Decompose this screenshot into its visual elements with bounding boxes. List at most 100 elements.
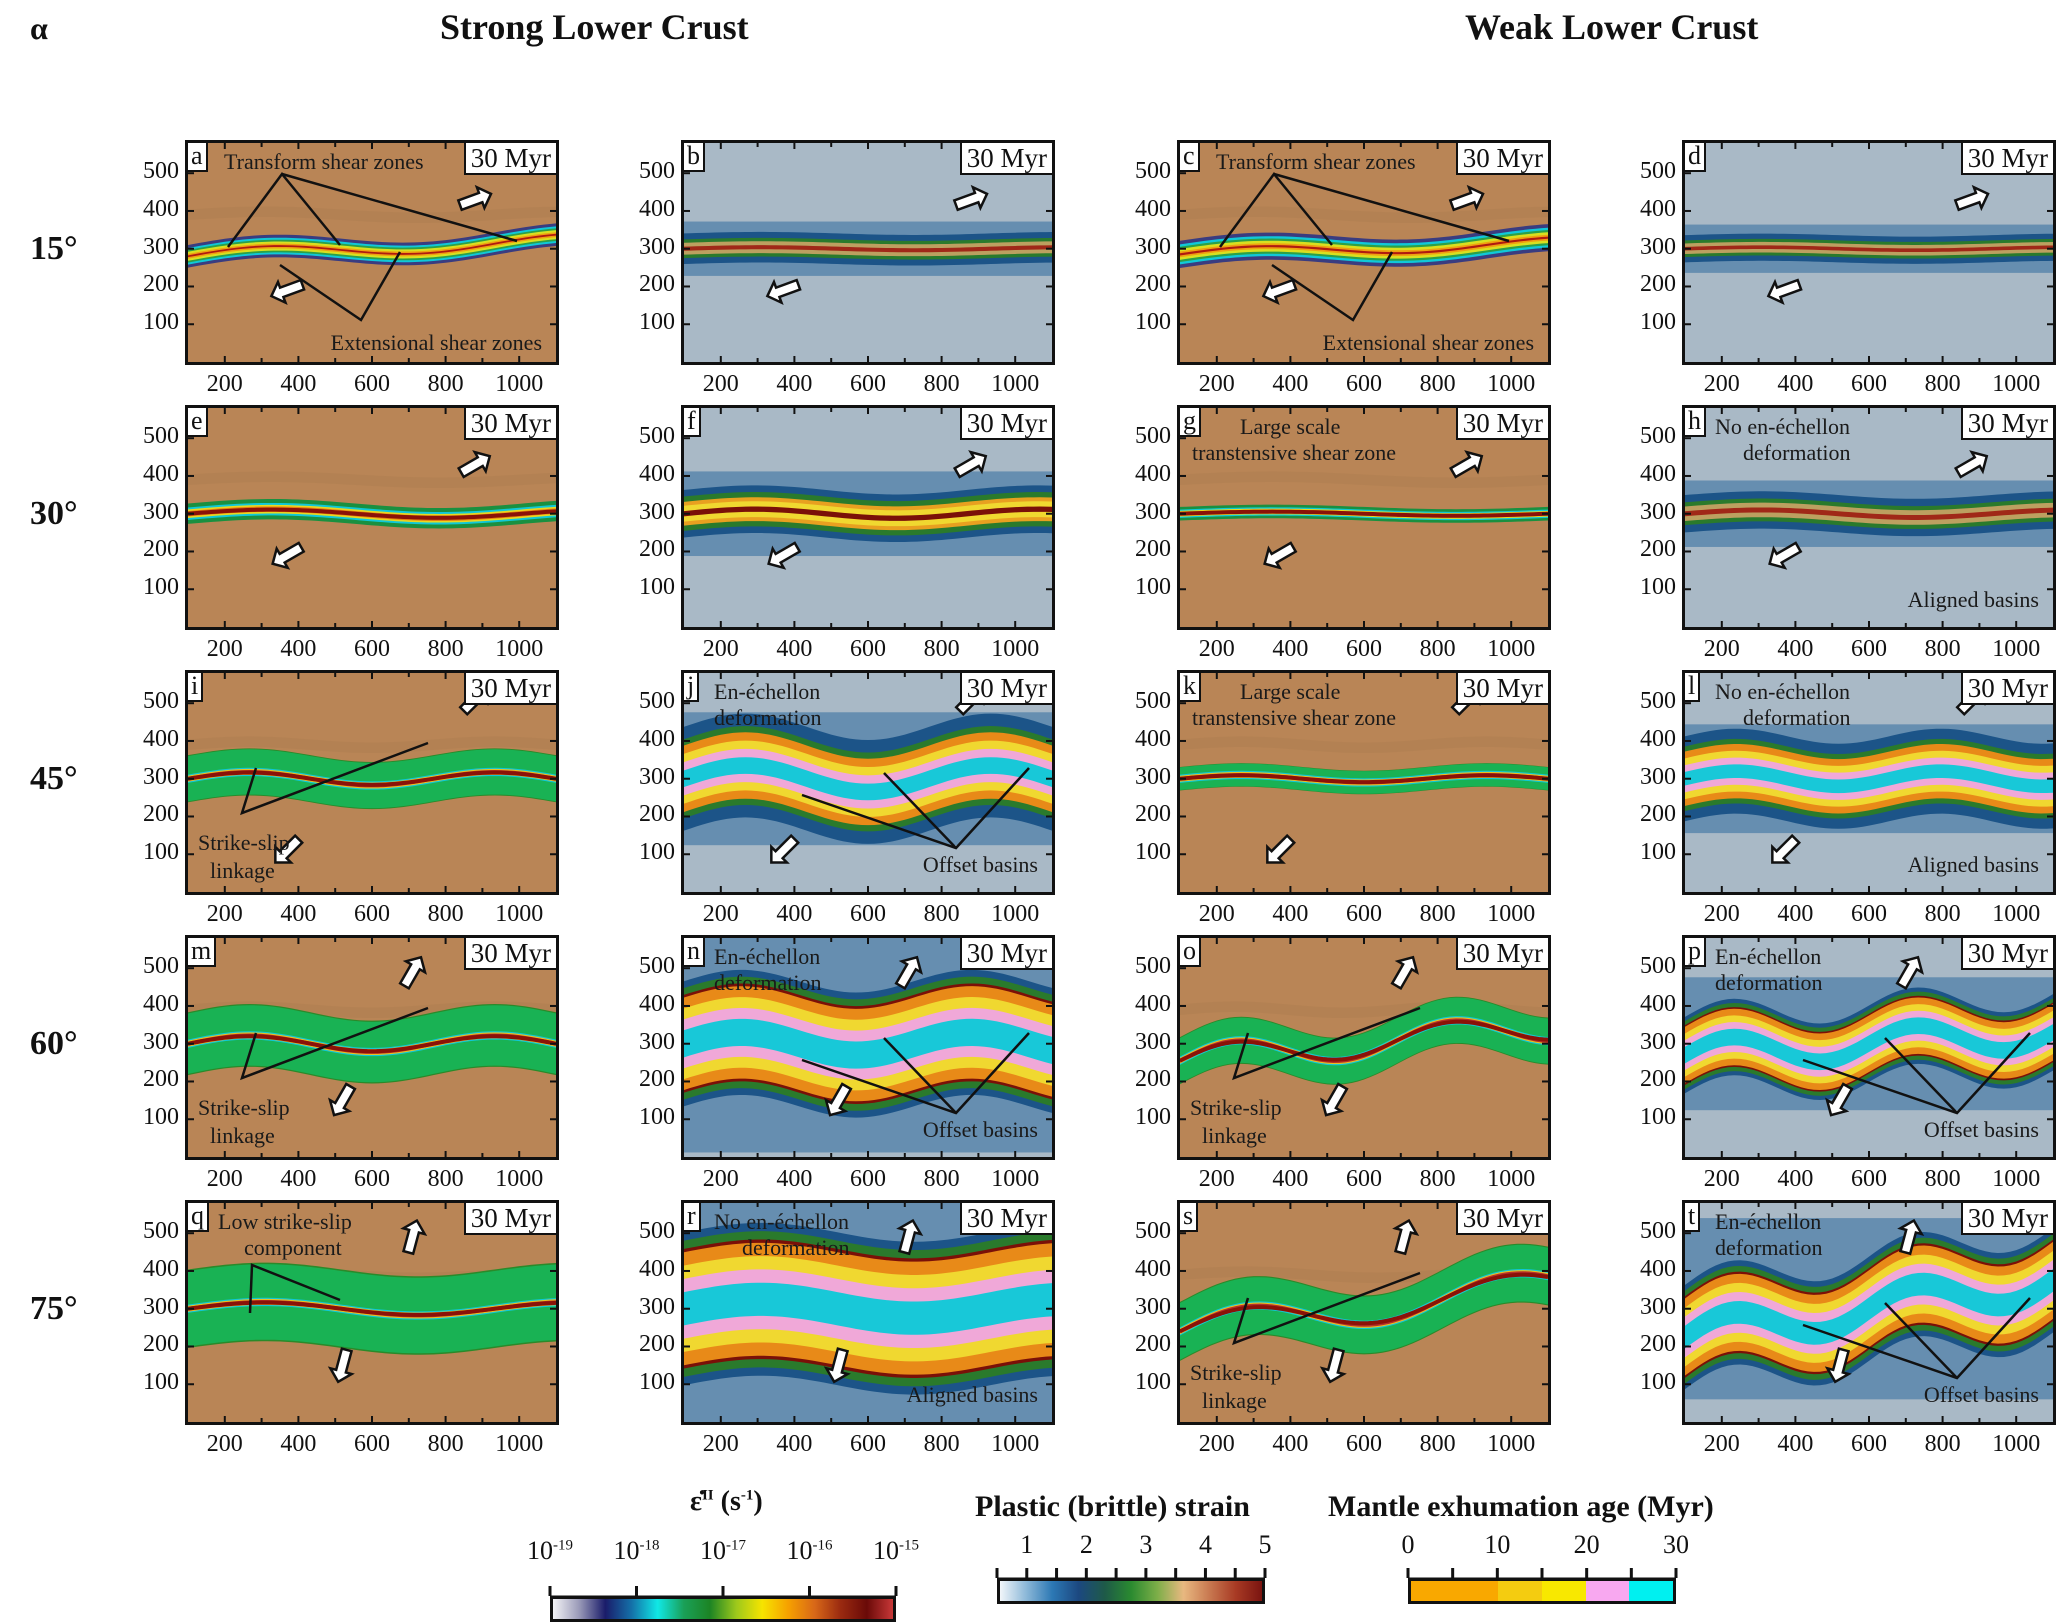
mantle-exhumation-colorbar-title: Mantle exhumation age (Myr)	[1328, 1490, 1714, 1523]
panel-letter: m	[188, 938, 217, 967]
annotation-leader-line	[883, 1037, 957, 1114]
y-tick-label: 300	[639, 1293, 675, 1320]
x-tick-label: 1000	[991, 1166, 1040, 1192]
plastic-strain-tick-marks	[995, 1568, 1267, 1578]
plate-motion-arrow-icon	[328, 1082, 357, 1117]
x-tick-label: 400	[776, 636, 813, 662]
spreading-axis-line	[188, 770, 556, 787]
mantle-exhumation-tick-label: 0	[1401, 1530, 1415, 1559]
panel-field-d	[1685, 143, 2053, 362]
y-tick-label: 500	[1135, 158, 1171, 185]
x-tick-label: 200	[702, 1166, 739, 1192]
y-tick-label: 100	[143, 309, 179, 336]
plastic-strain-tick-label: 1	[1020, 1530, 1034, 1559]
y-tick-label: 400	[143, 1255, 179, 1282]
panel-annotation: Aligned basins	[1907, 852, 2039, 877]
y-tick-label: 500	[1135, 953, 1171, 980]
x-tick-label: 200	[1703, 371, 1740, 397]
plate-motion-arrow-icon	[824, 1082, 853, 1117]
y-tick-label: 100	[1640, 1104, 1676, 1131]
panel-annotation: Offset basins	[922, 852, 1038, 877]
x-tick-label: 1000	[1992, 371, 2041, 397]
x-tick-label: 600	[1851, 901, 1887, 927]
y-tick-label: 200	[143, 271, 179, 298]
tick-exponent: -19	[553, 1537, 573, 1554]
plate-motion-arrow-icon	[269, 278, 306, 306]
panel-letter: b	[684, 143, 705, 172]
y-tick-label: 200	[1135, 1331, 1171, 1358]
plastic-strain-tick-label: 5	[1258, 1530, 1272, 1559]
exhumation-age-segment	[1498, 1581, 1542, 1601]
x-tick-label: 400	[1777, 1431, 1814, 1457]
plate-motion-arrow-icon	[896, 1218, 924, 1256]
x-tick-label: 1000	[495, 636, 544, 662]
x-tick-label: 600	[354, 901, 390, 927]
x-tick-label: 1000	[991, 901, 1040, 927]
plate-motion-arrow-icon	[952, 450, 988, 479]
model-panel-i: i 30 Myr Strike-slip linkage	[185, 670, 559, 895]
y-tick-label: 300	[143, 1293, 179, 1320]
y-tick-label: 200	[1640, 536, 1676, 563]
crust-thinning-streak	[1180, 471, 1548, 489]
y-tick-label: 100	[143, 1104, 179, 1131]
arrow-shape	[1953, 450, 1989, 479]
annotation-leader-line	[226, 171, 341, 248]
x-tick-label: 400	[1777, 371, 1814, 397]
rift-zone-band	[188, 749, 556, 809]
annotation-leader-line	[1218, 171, 1333, 248]
strain-rate-symbol: ε̇	[690, 1486, 702, 1517]
rift-zone-band	[684, 245, 1052, 253]
y-tick-label: 100	[1640, 309, 1676, 336]
arrow-shape	[1825, 1082, 1854, 1117]
x-tick-label: 600	[1346, 901, 1382, 927]
x-tick-label: 1000	[1487, 371, 1536, 397]
y-tick-label: 500	[1135, 688, 1171, 715]
x-tick-label: 200	[702, 636, 739, 662]
y-tick-label: 400	[143, 195, 179, 222]
model-panel-k: k 30 Myr Large scale transtensive shear zon…	[1177, 670, 1551, 895]
x-tick-label: 600	[1346, 636, 1382, 662]
y-tick-label: 400	[143, 990, 179, 1017]
y-tick-label: 200	[1640, 801, 1676, 828]
plastic-strain-gradient	[997, 1578, 1265, 1604]
y-tick-label: 400	[143, 725, 179, 752]
x-tick-label: 600	[1346, 1166, 1382, 1192]
tick-base: 10	[786, 1536, 813, 1565]
x-tick-label: 800	[923, 901, 960, 927]
y-tick-label: 200	[143, 801, 179, 828]
panel-annotation: En-échellon	[714, 944, 821, 969]
y-tick-label: 100	[1640, 574, 1676, 601]
y-tick-label: 400	[1640, 990, 1676, 1017]
panel-annotation: linkage	[1202, 1388, 1267, 1413]
model-panel-b: b 30 Myr	[681, 140, 1055, 365]
x-tick-label: 1000	[991, 371, 1040, 397]
y-tick-label: 200	[639, 271, 675, 298]
y-tick-label: 300	[639, 1028, 675, 1055]
arrow-shape	[456, 450, 492, 479]
rift-zone-band	[188, 233, 556, 258]
x-tick-label: 600	[850, 1431, 886, 1457]
y-tick-label: 500	[1640, 953, 1676, 980]
y-tick-label: 400	[1135, 1255, 1171, 1282]
panel-annotation: En-échellon	[1715, 1209, 1822, 1234]
panel-annotation: Strike-slip	[1190, 1360, 1282, 1385]
spreading-axis-line	[188, 507, 556, 520]
panel-annotation: Large scale	[1240, 679, 1341, 704]
y-tick-label: 400	[1640, 725, 1676, 752]
panel-annotation: No en-échellon	[714, 1209, 849, 1234]
y-tick-label: 400	[639, 195, 675, 222]
y-tick-label: 300	[639, 233, 675, 260]
plate-motion-arrow-icon	[770, 833, 800, 864]
panel-annotation: deformation	[742, 1235, 850, 1260]
time-stamp-label: 30 Myr	[1455, 143, 1548, 175]
y-tick-label: 300	[639, 763, 675, 790]
y-tick-label: 500	[639, 423, 675, 450]
annotation-leader-line	[281, 172, 518, 243]
panel-field-o	[1180, 938, 1548, 1157]
x-tick-label: 200	[1198, 636, 1235, 662]
x-tick-label: 400	[1272, 1431, 1309, 1457]
y-tick-label: 200	[1135, 801, 1171, 828]
x-tick-label: 400	[1272, 636, 1309, 662]
row-label-alpha: 15°	[30, 230, 78, 267]
x-tick-label: 1000	[1992, 901, 2041, 927]
